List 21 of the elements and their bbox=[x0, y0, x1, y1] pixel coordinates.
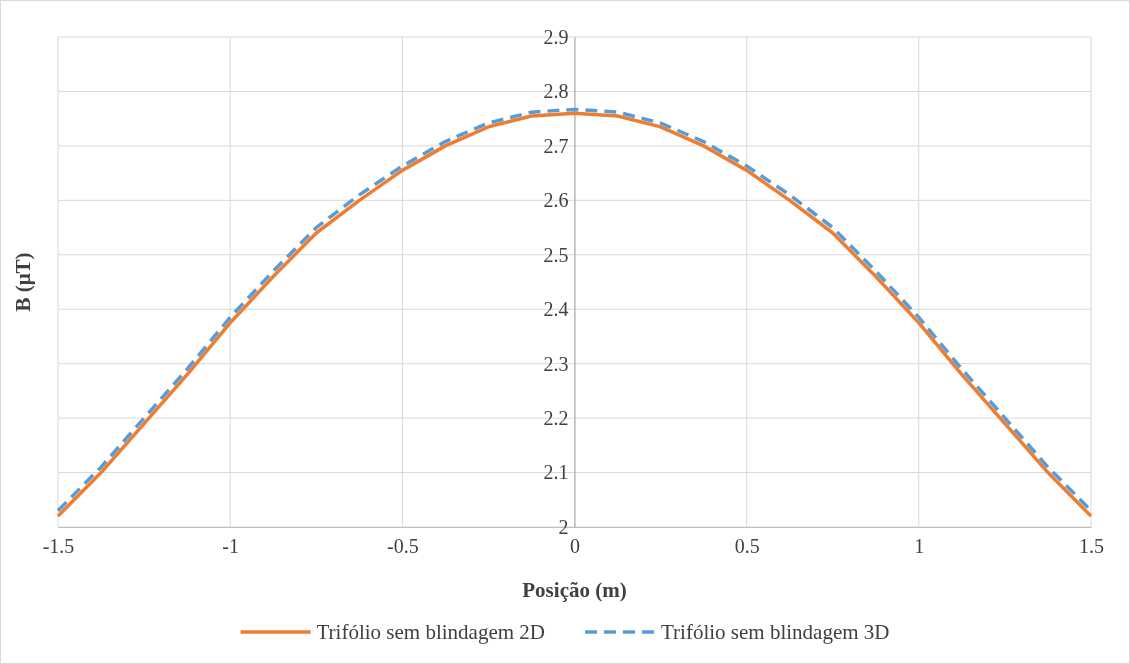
y-tick-label: 2 bbox=[558, 515, 569, 538]
y-tick-label: 2.2 bbox=[543, 407, 569, 430]
legend-label: Trifólio sem blindagem 3D bbox=[661, 620, 890, 644]
y-tick-label: 2.6 bbox=[543, 189, 569, 212]
y-tick-label: 2.8 bbox=[543, 80, 569, 103]
x-tick-label: 1 bbox=[914, 535, 925, 558]
y-tick-label: 2.7 bbox=[543, 134, 569, 157]
legend-label: Trifólio sem blindagem 2D bbox=[316, 620, 545, 644]
x-tick-label: -1 bbox=[222, 535, 239, 558]
y-tick-label: 2.3 bbox=[543, 352, 569, 375]
y-tick-label: 2.1 bbox=[543, 461, 569, 484]
x-tick-label: 0.5 bbox=[734, 535, 760, 558]
x-tick-label: 0 bbox=[570, 535, 580, 558]
x-axis-title: Posição (m) bbox=[522, 578, 627, 602]
y-tick-label: 2.5 bbox=[543, 243, 569, 266]
y-tick-label: 2.9 bbox=[543, 25, 569, 48]
x-tick-label: 1.5 bbox=[1079, 535, 1104, 558]
y-tick-label: 2.4 bbox=[543, 298, 569, 321]
y-axis-title: B (μT) bbox=[11, 252, 35, 312]
x-tick-label: -0.5 bbox=[387, 535, 419, 558]
x-tick-label: -1.5 bbox=[42, 535, 75, 558]
